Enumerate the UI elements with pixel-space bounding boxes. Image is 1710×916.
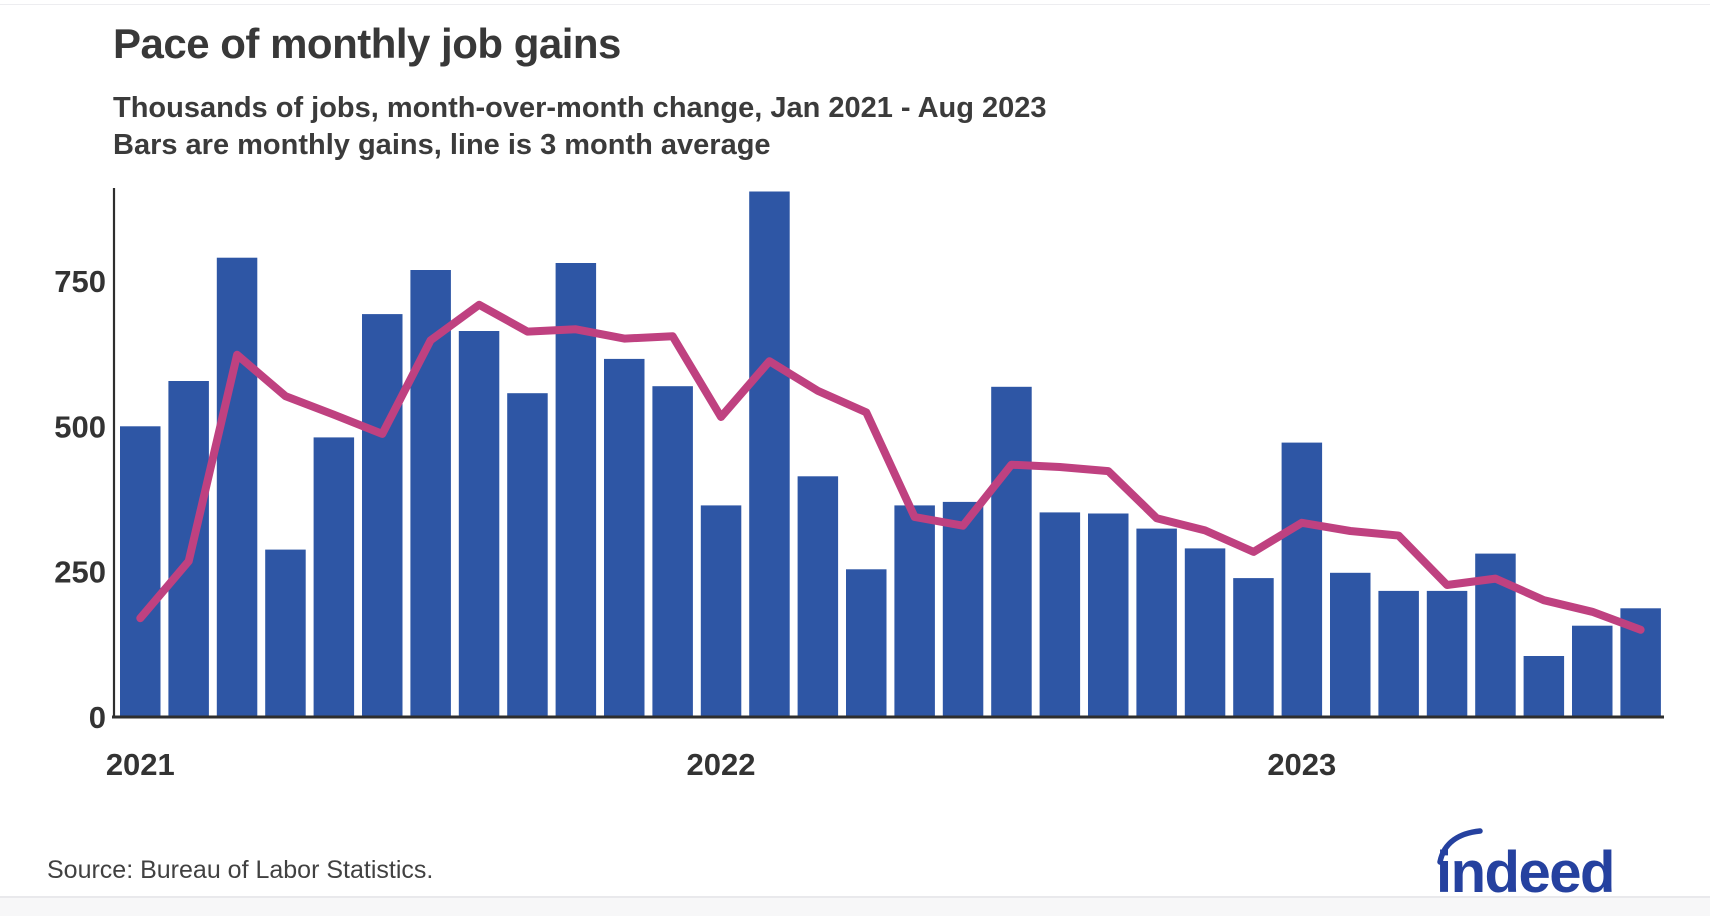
bar-apr-2022	[846, 569, 887, 717]
bar-jun-2021	[362, 314, 403, 717]
bar-apr-2021	[265, 549, 306, 717]
indeed-logo-text: indeed	[1436, 840, 1614, 905]
footer-band	[0, 898, 1710, 916]
bar-apr-2023	[1426, 590, 1468, 717]
bar-line-chart: 0 250 500 750 2021 2022 2023	[54, 188, 1664, 782]
y-tick-label-0: 0	[89, 700, 106, 735]
bar-sep-2022	[1088, 513, 1129, 717]
bar-may-2022	[894, 505, 935, 717]
bar-oct-2022	[1136, 528, 1177, 717]
chart-subtitle: Thousands of jobs, month-over-month chan…	[113, 90, 1047, 164]
subtitle-line-2: Bars are monthly gains, line is 3 month …	[113, 129, 771, 161]
footer-divider	[0, 896, 1710, 898]
x-tick-label-2022: 2022	[687, 747, 756, 782]
bar-dec-2022	[1233, 578, 1274, 717]
y-tick-label-250: 250	[54, 555, 106, 590]
bar-aug-2022	[1039, 512, 1081, 717]
bar-oct-2021	[555, 263, 597, 717]
bar-jun-2023	[1523, 656, 1565, 717]
indeed-logo-graphic: indeed	[1436, 828, 1615, 905]
x-tick-label-2021: 2021	[106, 747, 175, 782]
page-title: Pace of monthly job gains	[113, 20, 621, 67]
bar-may-2021	[313, 437, 355, 717]
three-month-average-line	[136, 300, 1645, 634]
bar-jan-2022	[700, 505, 742, 717]
bar-jun-2022	[942, 501, 984, 717]
indeed-logo: indeed	[1428, 826, 1652, 906]
bar-nov-2021	[604, 358, 645, 717]
bar-jul-2022	[991, 386, 1032, 717]
bar-sep-2021	[507, 393, 548, 717]
bar-feb-2023	[1330, 572, 1371, 717]
y-tick-label-750: 750	[54, 264, 106, 299]
x-tick-label-2023: 2023	[1267, 747, 1336, 782]
bar-mar-2022	[797, 476, 839, 717]
bar-mar-2023	[1378, 590, 1419, 717]
bar-dec-2021	[652, 386, 693, 717]
bar-jan-2021	[120, 426, 161, 717]
subtitle-line-1: Thousands of jobs, month-over-month chan…	[113, 92, 1047, 124]
bar-jul-2023	[1572, 625, 1613, 717]
bar-nov-2022	[1184, 548, 1226, 717]
indeed-logo-arc	[1437, 828, 1483, 865]
bar-mar-2021	[216, 257, 258, 717]
bar-aug-2021	[458, 331, 500, 717]
top-divider	[0, 4, 1710, 5]
source-note: Source: Bureau of Labor Statistics.	[47, 856, 434, 884]
y-tick-label-500: 500	[54, 409, 106, 444]
bar-feb-2022	[749, 191, 790, 717]
bar-jan-2023	[1281, 442, 1323, 717]
